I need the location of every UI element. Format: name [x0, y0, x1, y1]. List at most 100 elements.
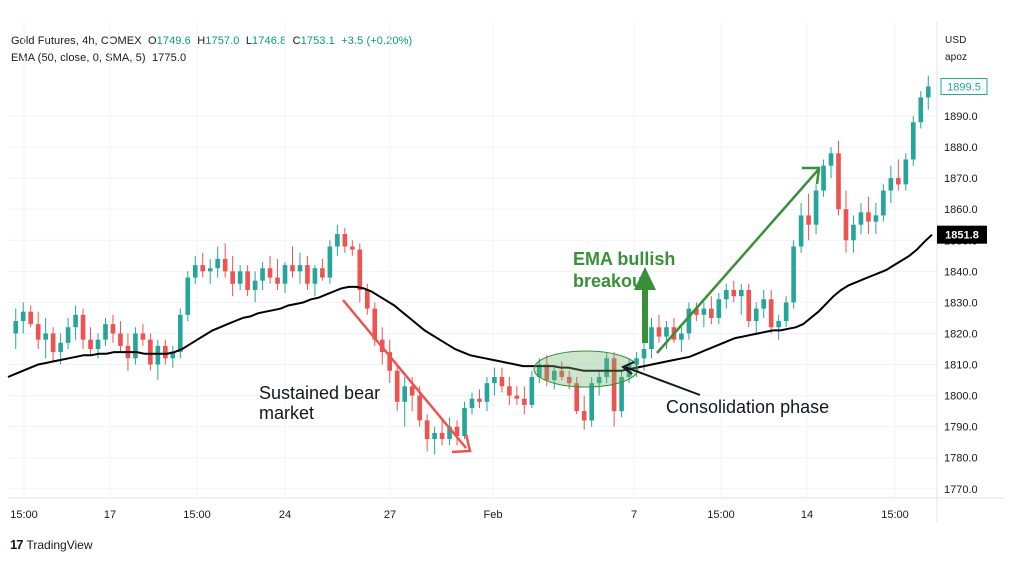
candle — [133, 327, 138, 365]
candle-body — [327, 246, 333, 278]
consolidation-pointer-line — [624, 366, 701, 396]
candle — [813, 184, 819, 235]
candle-body — [35, 324, 41, 340]
candle — [716, 293, 722, 325]
candle-body — [394, 370, 400, 402]
candle — [888, 165, 894, 203]
scale-mode-label[interactable]: apoz — [945, 52, 968, 63]
candle-body — [731, 289, 737, 297]
candle-body — [791, 246, 796, 303]
time-tick-label: 17 — [104, 509, 116, 521]
candle — [148, 333, 153, 371]
candle — [484, 376, 490, 412]
candle — [507, 376, 512, 405]
candle — [237, 265, 243, 290]
candle-body — [350, 246, 355, 250]
candle-body — [103, 324, 108, 340]
bull-trend-arrow — [656, 169, 819, 354]
candle — [664, 321, 669, 349]
candle — [761, 289, 767, 318]
candle — [245, 265, 250, 297]
time-tick-label: 15:00 — [707, 509, 735, 521]
price-tick-label: 1820.0 — [944, 328, 978, 340]
candle — [357, 243, 363, 303]
candle — [723, 283, 729, 309]
candle — [312, 265, 318, 297]
candle-body — [529, 376, 535, 405]
annotation-breakout-line-2: breakout — [573, 271, 649, 291]
candle — [679, 327, 684, 353]
price-tick-label: 1790.0 — [944, 422, 978, 434]
candle-body — [836, 153, 841, 210]
indicator-legend[interactable]: EMA (50, close, 0, SMA, 5) 1775.0 — [11, 52, 186, 64]
ema-value-box — [937, 225, 987, 244]
candle — [522, 386, 527, 415]
bull-trend-arrowhead — [802, 166, 821, 185]
candle — [529, 370, 535, 409]
candle — [656, 314, 662, 343]
candle-body — [746, 289, 752, 322]
candle — [619, 370, 624, 418]
time-axis[interactable]: 15:00 17 15:00 24 27 Feb 7 15:00 14 15:00 — [10, 509, 909, 521]
candle — [738, 283, 744, 315]
bear-trend-arrow — [342, 299, 467, 449]
last-price-value: 1899.5 — [947, 82, 981, 94]
candle — [140, 324, 146, 346]
candle — [320, 258, 325, 281]
candle-body — [903, 159, 909, 185]
change-value: +3.5 (+0.20%) — [341, 35, 413, 47]
candle-body — [252, 280, 258, 290]
currency-label: USD — [945, 35, 967, 46]
candle-body — [469, 398, 475, 409]
candle-body — [402, 386, 408, 402]
candle — [28, 305, 34, 328]
candle-body — [686, 308, 692, 334]
candle — [469, 392, 475, 415]
candle — [776, 314, 781, 340]
candle-body — [342, 234, 348, 247]
candle — [200, 252, 206, 278]
candle-body — [596, 376, 602, 384]
indicator-value: 1775.0 — [151, 52, 187, 64]
candle-body — [858, 212, 864, 225]
candle — [604, 352, 609, 384]
candle — [394, 364, 400, 412]
candle-body — [65, 327, 71, 343]
candle-body — [260, 268, 265, 281]
candle-body — [432, 432, 437, 440]
price-axis[interactable]: 1770.0 1780.0 1790.0 1800.0 1810.0 1820.0 1830… — [944, 111, 978, 496]
candle-body — [559, 370, 565, 377]
candle-body — [312, 268, 318, 284]
candle — [806, 193, 811, 241]
time-tick-label: 14 — [801, 509, 813, 521]
candle — [282, 262, 288, 294]
candle-body — [611, 358, 617, 412]
candle — [230, 255, 235, 297]
time-tick-label: Feb — [484, 509, 503, 521]
candle — [170, 345, 176, 368]
candle-body — [881, 190, 886, 216]
candle-body — [634, 358, 639, 365]
candle — [791, 240, 796, 309]
candle — [290, 246, 295, 278]
candle-body — [320, 268, 325, 278]
candle-body — [768, 299, 774, 328]
candle-body — [13, 321, 19, 334]
candle-body — [604, 358, 609, 377]
brand-footer[interactable]: 17 TradingView — [10, 537, 93, 552]
time-tick-label: 24 — [279, 509, 291, 521]
candle-body — [641, 348, 647, 359]
candle-body — [783, 302, 789, 322]
ema-price-label: 1851.8 — [937, 225, 987, 244]
candle-body — [387, 352, 393, 371]
time-tick-label: 15:00 — [183, 509, 211, 521]
candle-body — [910, 122, 916, 160]
candle-body — [20, 311, 26, 322]
candle-body — [716, 299, 722, 318]
candle-body — [155, 345, 161, 365]
candle-body — [222, 258, 228, 272]
candle — [267, 255, 273, 284]
symbol-info: Gold Futures, 4h, COMEX — [11, 35, 142, 47]
annotation-bear-line-2: market — [259, 403, 314, 423]
